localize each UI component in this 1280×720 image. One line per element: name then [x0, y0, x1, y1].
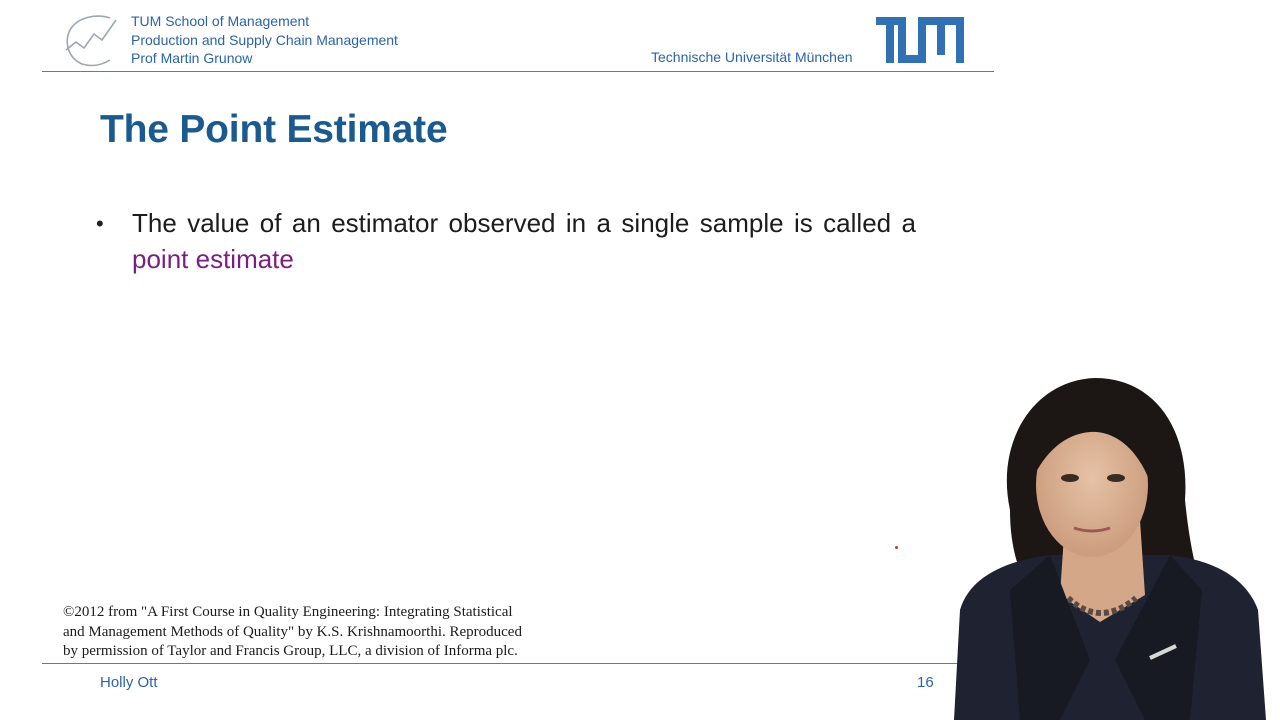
- header-affiliation: TUM School of Management Production and …: [131, 12, 398, 68]
- highlighted-term: point estimate: [132, 243, 294, 274]
- copyright-line: and Management Methods of Quality" by K.…: [63, 623, 522, 640]
- bullet-marker: •: [96, 211, 104, 236]
- professor-name: Prof Martin Grunow: [131, 50, 253, 66]
- page-number: 16: [917, 674, 934, 691]
- copyright-line: by permission of Taylor and Francis Grou…: [63, 643, 518, 659]
- footer-divider: [42, 663, 994, 664]
- bullet-item: The value of an estimator observed in a …: [132, 206, 916, 277]
- slide-title: The Point Estimate: [100, 108, 448, 151]
- tum-logo: [876, 17, 964, 63]
- presenter-video-overlay: [954, 378, 1266, 720]
- copyright-line: ©2012 from "A First Course in Quality En…: [63, 604, 513, 620]
- header-divider: [42, 71, 994, 72]
- copyright-notice: ©2012 from "A First Course in Quality En…: [63, 603, 522, 662]
- supply-chain-logo-icon: [65, 15, 117, 67]
- chair-name: Production and Supply Chain Management: [131, 31, 398, 48]
- school-name: TUM School of Management: [131, 13, 310, 29]
- university-name: Technische Universität München: [651, 49, 853, 65]
- bullet-text: The value of an estimator observed in a …: [132, 208, 916, 238]
- presenter-name: Holly Ott: [100, 674, 158, 691]
- laser-pointer-dot: [895, 546, 898, 549]
